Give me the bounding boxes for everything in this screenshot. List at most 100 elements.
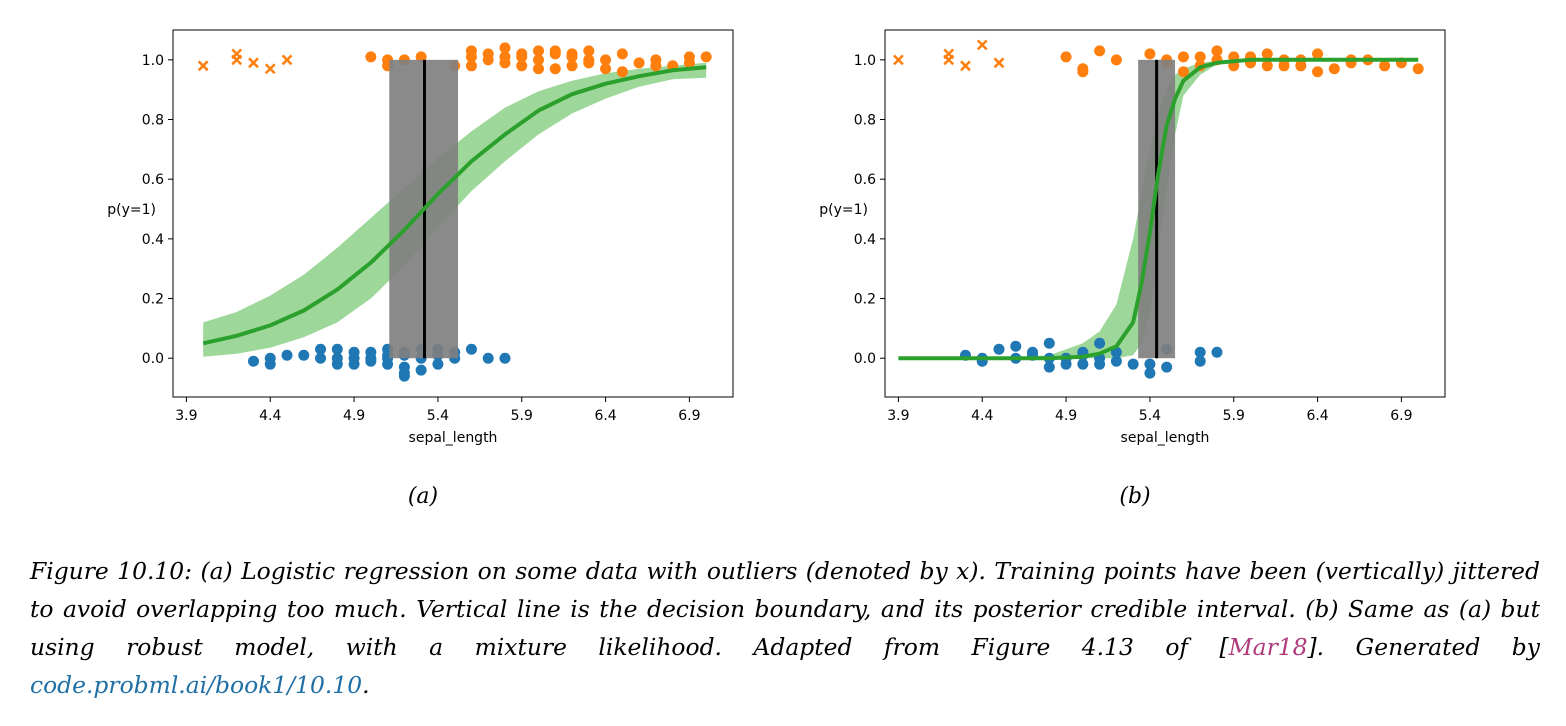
class1-point (1261, 60, 1273, 72)
subfigure-label-b: (b) (1119, 484, 1151, 509)
x-axis-label: sepal_length (1121, 430, 1210, 446)
y-tick-label: 0.6 (854, 172, 876, 188)
x-tick-label: 3.9 (175, 408, 197, 424)
y-tick-label: 1.0 (142, 53, 164, 69)
class0-point (1194, 346, 1206, 358)
class0-point (1077, 358, 1089, 370)
outlier-marker (281, 54, 293, 66)
citation-link[interactable]: Mar18 (1228, 633, 1308, 661)
class1-point (1194, 51, 1206, 63)
outlier-stroke (960, 60, 971, 72)
x-tick-label: 6.4 (1306, 408, 1328, 424)
outlier-stroke (893, 54, 904, 66)
class0-point (247, 355, 259, 367)
fitted-curve (202, 65, 707, 346)
class0-point (1127, 358, 1139, 370)
class1-point (1312, 48, 1324, 60)
class1-point (566, 60, 578, 72)
x-axis-label: sepal_length (409, 430, 498, 446)
x-tick-label: 5.9 (1223, 408, 1245, 424)
plot-frame (884, 29, 1446, 398)
y-tick-label: 1.0 (854, 53, 876, 69)
class1-point (583, 54, 595, 66)
class1-point (516, 60, 528, 72)
x-tick-label: 4.4 (971, 408, 993, 424)
outlier-marker (231, 54, 243, 66)
class0-point (331, 343, 343, 355)
y-tick-label: 0.0 (142, 351, 164, 367)
class0-point (1110, 355, 1122, 367)
class1-point (533, 45, 545, 57)
x-tick-label: 4.4 (259, 408, 281, 424)
credible-band (203, 62, 707, 357)
class1-point (365, 51, 377, 63)
class0-point (348, 358, 360, 370)
class1-point (700, 51, 712, 63)
y-axis-label: p(y=1) (819, 202, 868, 218)
figure-caption: Figure 10.10: (a) Logistic regression on… (30, 552, 1540, 704)
y-tick-label: 0.8 (854, 113, 876, 129)
class1-point (499, 57, 511, 69)
outlier-stroke (231, 54, 243, 66)
class1-point (616, 66, 628, 78)
class0-point (482, 352, 494, 364)
y-tick-label: 0.4 (142, 232, 164, 248)
class1-point (1177, 51, 1189, 63)
x-tick-label: 5.4 (427, 408, 449, 424)
x-tick-label: 5.9 (511, 408, 533, 424)
class1-point (1312, 66, 1324, 78)
outlier-marker (943, 54, 955, 66)
chart-panel-a: 3.9 4.4 4.9 5.4 5.9 6.4 6.9 0.0 0.2 0.4 0.6 0.8 1.0 s… (107, 29, 734, 446)
class1-point (1077, 66, 1089, 78)
y-tick-label: 0.2 (854, 292, 876, 308)
class0-point (1010, 340, 1022, 352)
class1-point (1328, 63, 1340, 75)
class0-point (432, 358, 444, 370)
y-tick-label: 0.2 (142, 292, 164, 308)
code-link[interactable]: code.probml.ai/book1/10.10 (30, 671, 363, 699)
class1-point (1412, 63, 1424, 75)
x-tick-label: 6.9 (1390, 408, 1412, 424)
class1-point (482, 54, 494, 66)
class0-point (264, 358, 276, 370)
outlier-stroke (993, 57, 1005, 69)
outlier-stroke (281, 54, 293, 66)
class1-point (533, 54, 545, 66)
outlier-stroke (248, 57, 259, 69)
class0-point (315, 352, 327, 364)
class1-point (600, 54, 612, 66)
class1-point (465, 51, 477, 63)
class1-point (1144, 48, 1156, 60)
class1-point (600, 63, 612, 75)
class1-point (683, 51, 695, 63)
y-tick-label: 0.8 (142, 113, 164, 129)
plot-frame (172, 29, 734, 398)
class1-point (415, 51, 427, 63)
outlier-marker (248, 57, 259, 69)
class1-point (1295, 60, 1307, 72)
outlier-marker (197, 60, 209, 72)
outlier-marker (893, 54, 904, 66)
class1-point (1060, 51, 1072, 63)
caption-text-3: . (362, 671, 370, 699)
class0-point (398, 367, 410, 379)
fitted-curve (898, 57, 1419, 361)
y-axis-label: p(y=1) (107, 202, 156, 218)
class0-point (1094, 337, 1106, 349)
outlier-marker (960, 60, 971, 72)
class1-point (1110, 54, 1122, 66)
class0-point (331, 358, 343, 370)
class0-point (499, 352, 511, 364)
y-tick-label: 0.4 (854, 232, 876, 248)
chart-panel-b: 3.9 4.4 4.9 5.4 5.9 6.4 6.9 0.0 0.2 0.4 0.6 0.8 1.0 s… (819, 29, 1446, 446)
class0-point (1043, 337, 1055, 349)
class1-point (1177, 66, 1189, 78)
outlier-stroke (976, 39, 988, 51)
outlier-stroke (264, 63, 276, 75)
class0-point (993, 343, 1005, 355)
subfigure-label-a: (a) (407, 484, 439, 509)
class1-point (566, 48, 578, 60)
class1-point (616, 48, 628, 60)
outlier-marker (976, 39, 988, 51)
caption-text-1: Figure 10.10: (a) Logistic regression on… (30, 557, 1540, 661)
